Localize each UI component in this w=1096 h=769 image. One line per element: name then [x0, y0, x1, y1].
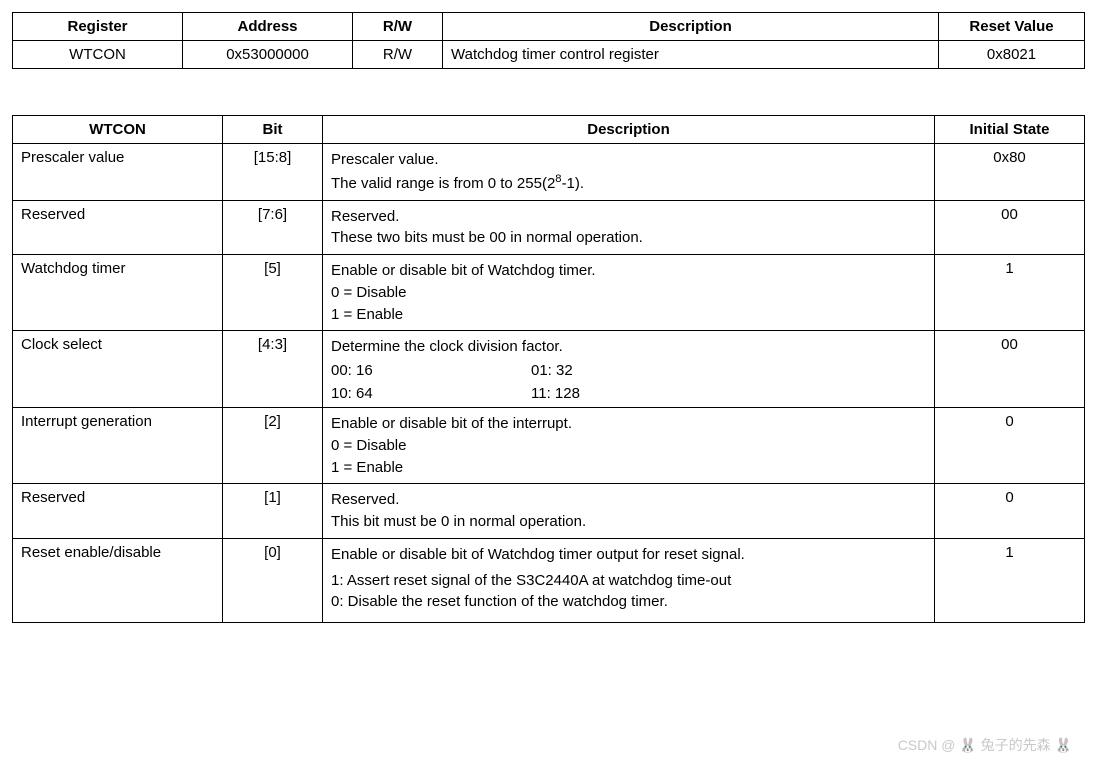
- desc-block: Enable or disable bit of Watchdog timer …: [331, 544, 926, 566]
- table-header-row: RegisterAddressR/WDescriptionReset Value: [13, 13, 1085, 41]
- table-row: Reserved[7:6]Reserved.These two bits mus…: [13, 200, 1085, 255]
- column-header: Initial State: [935, 116, 1085, 144]
- cell-bit: [1]: [223, 484, 323, 539]
- desc-line: These two bits must be 00 in normal oper…: [331, 227, 926, 249]
- desc-grid: 00: 1601: 3210: 6411: 128: [331, 362, 926, 402]
- cell-bit: [2]: [223, 408, 323, 484]
- column-header: Description: [323, 116, 935, 144]
- table-row: WTCON0x53000000R/WWatchdog timer control…: [13, 41, 1085, 69]
- cell-address: 0x53000000: [183, 41, 353, 69]
- column-header: Register: [13, 13, 183, 41]
- desc-line: Reserved.: [331, 206, 926, 228]
- table-row: Reset enable/disable[0] Enable or disable…: [13, 538, 1085, 622]
- cell-bit: [0]: [223, 538, 323, 622]
- cell-field-name: Clock select: [13, 331, 223, 408]
- cell-description: Watchdog timer control register: [443, 41, 939, 69]
- column-header: R/W: [353, 13, 443, 41]
- cell-field-name: Watchdog timer: [13, 255, 223, 331]
- desc-line: Prescaler value.: [331, 149, 926, 171]
- cell-bit: [5]: [223, 255, 323, 331]
- desc-grid-cell: 01: 32: [531, 362, 731, 379]
- desc-line: Enable or disable bit of the interrupt.: [331, 413, 926, 435]
- cell-description: Enable or disable bit of Watchdog timer.…: [323, 255, 935, 331]
- cell-description: Prescaler value.The valid range is from …: [323, 144, 935, 201]
- wtcon-bitfield-table: WTCONBitDescriptionInitial State Prescal…: [12, 115, 1085, 623]
- cell-description: Enable or disable bit of the interrupt.0…: [323, 408, 935, 484]
- cell-field-name: Prescaler value: [13, 144, 223, 201]
- cell-description: Reserved.This bit must be 0 in normal op…: [323, 484, 935, 539]
- register-summary-table: RegisterAddressR/WDescriptionReset Value…: [12, 12, 1085, 69]
- cell-bit: [4:3]: [223, 331, 323, 408]
- desc-line: Determine the clock division factor.: [331, 336, 926, 358]
- column-header: Reset Value: [939, 13, 1085, 41]
- cell-description: Determine the clock division factor. 00: …: [323, 331, 935, 408]
- desc-line: The valid range is from 0 to 255(28-1).: [331, 171, 926, 195]
- cell-initial-state: 00: [935, 200, 1085, 255]
- desc-line: 1 = Enable: [331, 457, 926, 479]
- desc-line: Reserved.: [331, 489, 926, 511]
- table-row: Interrupt generation[2]Enable or disable…: [13, 408, 1085, 484]
- desc-line: 0 = Disable: [331, 282, 926, 304]
- cell-field-name: Reserved: [13, 484, 223, 539]
- table-row: Clock select[4:3]Determine the clock div…: [13, 331, 1085, 408]
- cell-description: Enable or disable bit of Watchdog timer …: [323, 538, 935, 622]
- cell-initial-state: 00: [935, 331, 1085, 408]
- cell-bit: [15:8]: [223, 144, 323, 201]
- table-row: Watchdog timer[5]Enable or disable bit o…: [13, 255, 1085, 331]
- cell-register: WTCON: [13, 41, 183, 69]
- cell-field-name: Reset enable/disable: [13, 538, 223, 622]
- desc-line: Enable or disable bit of Watchdog timer.: [331, 260, 926, 282]
- cell-initial-state: 1: [935, 255, 1085, 331]
- cell-field-name: Reserved: [13, 200, 223, 255]
- cell-bit: [7:6]: [223, 200, 323, 255]
- desc-line: 0 = Disable: [331, 435, 926, 457]
- desc-line: 1 = Enable: [331, 304, 926, 326]
- spacer: [12, 69, 1084, 115]
- table-header-row: WTCONBitDescriptionInitial State: [13, 116, 1085, 144]
- table-row: Prescaler value[15:8]Prescaler value.The…: [13, 144, 1085, 201]
- cell-initial-state: 0x80: [935, 144, 1085, 201]
- cell-rw: R/W: [353, 41, 443, 69]
- desc-grid-cell: 10: 64: [331, 385, 531, 402]
- cell-initial-state: 0: [935, 408, 1085, 484]
- desc-grid-cell: 11: 128: [531, 385, 731, 402]
- table-row: Reserved[1]Reserved.This bit must be 0 i…: [13, 484, 1085, 539]
- column-header: Bit: [223, 116, 323, 144]
- column-header: Address: [183, 13, 353, 41]
- cell-initial-state: 0: [935, 484, 1085, 539]
- cell-description: Reserved.These two bits must be 00 in no…: [323, 200, 935, 255]
- cell-initial-state: 1: [935, 538, 1085, 622]
- cell-reset-value: 0x8021: [939, 41, 1085, 69]
- desc-line: This bit must be 0 in normal operation.: [331, 511, 926, 533]
- column-header: WTCON: [13, 116, 223, 144]
- watermark: CSDN @ 🐰 兔子的先森 🐰: [898, 735, 1072, 755]
- column-header: Description: [443, 13, 939, 41]
- desc-block: 1: Assert reset signal of the S3C2440A a…: [331, 570, 926, 614]
- cell-field-name: Interrupt generation: [13, 408, 223, 484]
- desc-grid-cell: 00: 16: [331, 362, 531, 379]
